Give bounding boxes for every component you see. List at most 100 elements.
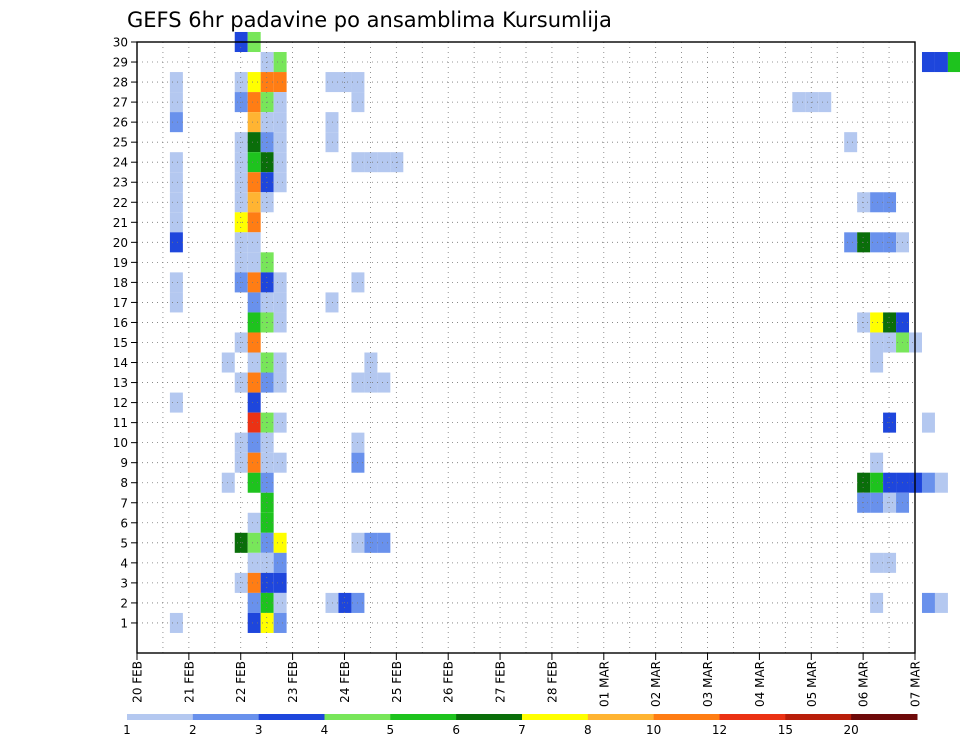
heatmap-cell	[234, 532, 248, 553]
heatmap-cell	[870, 452, 884, 473]
heatmap-cell	[921, 592, 935, 613]
heatmap-cell	[234, 272, 248, 293]
heatmap-cell	[338, 592, 352, 613]
y-tick-label: 1	[120, 616, 128, 630]
heatmap-cell	[247, 152, 261, 173]
y-tick-label: 27	[113, 96, 128, 110]
heatmap-cell	[247, 112, 261, 133]
heatmap-cell	[169, 72, 183, 93]
heatmap-cell	[234, 132, 248, 153]
heatmap-cell	[247, 392, 261, 413]
y-tick-label: 9	[120, 456, 128, 470]
heatmap-cell	[857, 472, 871, 493]
heatmap-cell	[870, 552, 884, 573]
colorbar-label: 20	[844, 723, 859, 737]
colorbar-segment	[851, 714, 918, 720]
heatmap-cell	[247, 132, 261, 153]
y-tick-label: 11	[113, 416, 128, 430]
heatmap-cell	[857, 232, 871, 253]
heatmap-cell	[273, 552, 287, 573]
colorbar-label: 12	[712, 723, 727, 737]
heatmap-cell	[883, 192, 897, 213]
colorbar-label: 4	[321, 723, 329, 737]
y-tick-label: 3	[120, 576, 128, 590]
colorbar-label: 8	[584, 723, 592, 737]
heatmap-cell	[247, 472, 261, 493]
y-tick-label: 18	[113, 276, 128, 290]
heatmap-cell	[934, 472, 948, 493]
y-tick-label: 22	[113, 196, 128, 210]
heatmap-cell	[247, 552, 261, 573]
heatmap-cell	[169, 272, 183, 293]
heatmap-cell	[247, 192, 261, 213]
heatmap-cell	[947, 52, 960, 73]
heatmap-cell	[234, 452, 248, 473]
y-tick-label: 30	[113, 36, 128, 50]
y-tick-label: 2	[120, 596, 128, 610]
x-tick-label: 03 MAR	[701, 661, 715, 707]
heatmap-cell	[247, 212, 261, 233]
heatmap-cell	[273, 592, 287, 613]
heatmap-cell	[247, 352, 261, 373]
heatmap-cell	[247, 572, 261, 593]
heatmap-cell	[169, 612, 183, 633]
heatmap-cell	[921, 412, 935, 433]
heatmap-cell	[273, 92, 287, 113]
chart-title: GEFS 6hr padavine po ansamblima Kursumli…	[127, 8, 612, 32]
colorbar-label: 5	[387, 723, 395, 737]
heatmap-cell	[857, 192, 871, 213]
colorbar-segment	[719, 714, 786, 720]
heatmap-cell	[273, 452, 287, 473]
heatmap-cell	[247, 412, 261, 433]
heatmap-cell	[169, 292, 183, 313]
heatmap-cell	[377, 152, 391, 173]
y-tick-label: 14	[113, 356, 128, 370]
heatmap-cell	[247, 92, 261, 113]
heatmap-cell	[273, 52, 287, 73]
x-tick-label: 02 MAR	[649, 661, 663, 707]
colorbar-segment	[390, 714, 457, 720]
heatmap-cell	[234, 332, 248, 353]
heatmap-cell	[921, 52, 935, 73]
heatmap-cell	[247, 232, 261, 253]
heatmap-cell	[247, 312, 261, 333]
heatmap-cell	[273, 612, 287, 633]
heatmap-cell	[234, 432, 248, 453]
heatmap-cell	[221, 472, 235, 493]
y-tick-label: 21	[113, 216, 128, 230]
heatmap-cell	[338, 72, 352, 93]
heatmap-cell	[169, 112, 183, 133]
heatmap-cell	[273, 352, 287, 373]
heatmap-cell	[273, 532, 287, 553]
x-tick-label: 24 FEB	[338, 661, 352, 703]
y-tick-label: 29	[113, 56, 128, 70]
x-tick-label: 23 FEB	[286, 661, 300, 703]
y-tick-label: 28	[113, 76, 128, 90]
heatmap-cell	[870, 312, 884, 333]
heatmap-cell	[247, 452, 261, 473]
heatmap-cell	[273, 112, 287, 133]
heatmap-cell	[221, 352, 235, 373]
colorbar-label: 3	[255, 723, 263, 737]
y-tick-label: 19	[113, 256, 128, 270]
x-tick-label: 21 FEB	[182, 661, 196, 703]
x-axis: 20 FEB 21 FEB 22 FEB 23 FEB 24 FEB 25 FEB 26 F…	[131, 653, 923, 707]
y-tick-label: 6	[120, 516, 128, 530]
y-tick-label: 5	[120, 536, 128, 550]
heatmap-cell	[247, 512, 261, 533]
y-tick-label: 8	[120, 476, 128, 490]
colorbar: 1 2 3 4 5 6 7 8 10 12 15 20	[123, 714, 918, 737]
colorbar-label: 6	[452, 723, 460, 737]
y-tick-label: 16	[113, 316, 128, 330]
heatmap-cell	[273, 372, 287, 393]
heatmap-cell	[247, 252, 261, 273]
y-tick-label: 20	[113, 236, 128, 250]
heatmap-cell	[844, 232, 858, 253]
heatmap-cell	[169, 392, 183, 413]
heatmap-cell	[247, 72, 261, 93]
x-tick-label: 27 FEB	[494, 661, 508, 703]
heatmap-cell	[234, 212, 248, 233]
heatmap-cell	[883, 312, 897, 333]
heatmap-cell	[364, 532, 378, 553]
heatmap-cell	[857, 312, 871, 333]
